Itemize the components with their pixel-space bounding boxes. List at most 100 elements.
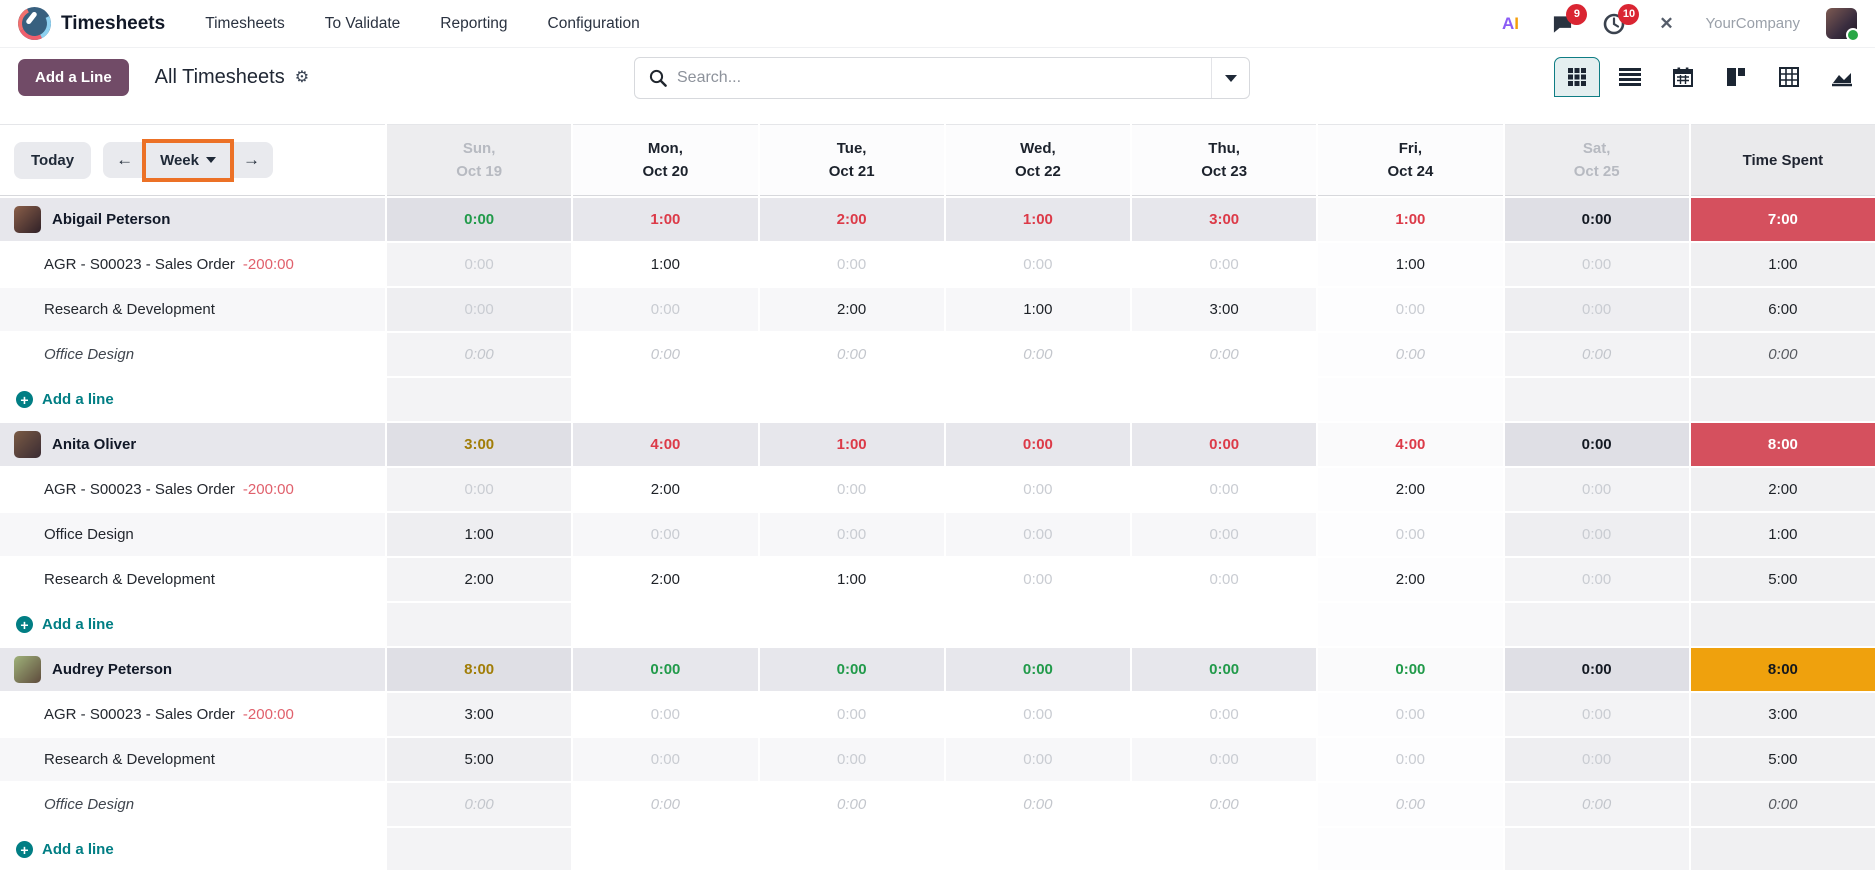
timesheet-cell[interactable]: 0:00: [1132, 738, 1317, 781]
view-pivot-button[interactable]: [1766, 57, 1812, 97]
timesheet-cell[interactable]: 0:00: [573, 288, 758, 331]
timesheet-cell[interactable]: 0:00: [1209, 256, 1239, 273]
view-graph-button[interactable]: [1819, 57, 1865, 97]
menu-timesheets[interactable]: Timesheets: [205, 14, 285, 32]
timesheet-cell[interactable]: 0:00: [1318, 783, 1503, 826]
timesheet-cell[interactable]: 0:00: [1209, 571, 1239, 588]
user-avatar[interactable]: [1826, 8, 1860, 42]
search-input[interactable]: [677, 69, 1211, 87]
column-day-label: Sat,: [1582, 140, 1611, 157]
timesheet-cell[interactable]: 0:00: [573, 738, 758, 781]
timesheet-cell[interactable]: 1:00: [387, 513, 572, 556]
timesheet-cell[interactable]: 0:00: [387, 288, 572, 331]
x-icon[interactable]: ✕: [1659, 13, 1674, 33]
timesheet-cell[interactable]: 0:00: [945, 513, 1130, 556]
timesheet-cell[interactable]: 0:00: [945, 738, 1130, 781]
empty-cell: [1318, 603, 1503, 646]
search-icon: [649, 69, 667, 87]
timesheet-cell[interactable]: 1:00: [1318, 243, 1503, 286]
timesheet-cell[interactable]: 0:00: [650, 796, 680, 813]
menu-to-validate[interactable]: To Validate: [324, 14, 401, 32]
timesheet-cell[interactable]: 1:00: [945, 288, 1130, 331]
add-a-line-button[interactable]: Add a Line: [18, 58, 129, 96]
view-list-button[interactable]: [1607, 57, 1653, 97]
timesheet-cell[interactable]: 0:00: [837, 706, 867, 723]
app-brand[interactable]: Timesheets: [18, 7, 165, 40]
timesheet-cell[interactable]: 0:00: [1504, 783, 1689, 826]
timesheet-cell[interactable]: 0:00: [837, 481, 867, 498]
view-grid-button[interactable]: [1554, 57, 1600, 97]
timesheet-cell[interactable]: 2:00: [1318, 468, 1503, 511]
timesheet-cell[interactable]: 0:00: [759, 738, 944, 781]
timesheet-cell[interactable]: 0:00: [1023, 796, 1053, 813]
gear-icon[interactable]: ⚙: [294, 69, 310, 86]
employee-name: Anita Oliver: [52, 436, 137, 453]
timesheet-cell[interactable]: 2:00: [1318, 558, 1503, 601]
timesheet-cell[interactable]: 0:00: [1023, 571, 1053, 588]
timesheet-cell[interactable]: 5:00: [387, 738, 572, 781]
search-dropdown-toggle[interactable]: [1211, 58, 1249, 98]
timesheet-cell[interactable]: 3:00: [387, 693, 572, 736]
timesheet-cell[interactable]: 0:00: [1504, 693, 1689, 736]
timesheet-cell[interactable]: 2:00: [387, 558, 572, 601]
timesheet-cell[interactable]: 0:00: [1504, 333, 1689, 376]
timesheet-cell[interactable]: 3:00: [1132, 288, 1317, 331]
timesheet-cell[interactable]: 0:00: [1023, 481, 1053, 498]
project-week-total-cell: 5:00: [1690, 738, 1875, 781]
today-button[interactable]: Today: [14, 141, 92, 179]
timesheet-cell[interactable]: 0:00: [1023, 346, 1053, 363]
view-kanban-button[interactable]: [1713, 57, 1759, 97]
view-calendar-button[interactable]: [1660, 57, 1706, 97]
timesheet-cell[interactable]: 0:00: [1209, 796, 1239, 813]
menu-reporting[interactable]: Reporting: [440, 14, 508, 32]
timesheet-cell[interactable]: 0:00: [1504, 558, 1689, 601]
timesheet-cell[interactable]: 0:00: [837, 256, 867, 273]
previous-week-button[interactable]: ←: [103, 142, 146, 178]
timesheet-cell[interactable]: 0:00: [650, 706, 680, 723]
timesheet-cell[interactable]: 0:00: [1318, 738, 1503, 781]
timesheet-cell[interactable]: 0:00: [1504, 243, 1689, 286]
timesheet-cell[interactable]: 1:00: [650, 256, 680, 273]
timesheet-cell[interactable]: 0:00: [1504, 468, 1689, 511]
timesheet-cell[interactable]: 0:00: [1504, 288, 1689, 331]
timesheet-cell[interactable]: 0:00: [1209, 346, 1239, 363]
timesheet-cell[interactable]: 0:00: [1318, 693, 1503, 736]
messages-icon[interactable]: 9: [1549, 3, 1588, 37]
timesheet-cell[interactable]: 0:00: [1318, 513, 1503, 556]
timesheet-cell[interactable]: 0:00: [837, 796, 867, 813]
timesheet-cell[interactable]: 0:00: [650, 346, 680, 363]
project-name: Office Design: [44, 796, 135, 813]
menu-configuration[interactable]: Configuration: [547, 14, 640, 32]
timesheet-cell[interactable]: 0:00: [1504, 738, 1689, 781]
timesheet-cell[interactable]: 0:00: [1132, 513, 1317, 556]
timesheet-cell[interactable]: 0:00: [1023, 256, 1053, 273]
timesheet-cell[interactable]: 2:00: [650, 571, 680, 588]
timesheet-cell[interactable]: 0:00: [1209, 706, 1239, 723]
add-a-line-link[interactable]: + Add a line: [0, 828, 385, 870]
timesheet-cell[interactable]: 0:00: [759, 513, 944, 556]
activities-icon[interactable]: 10: [1601, 3, 1640, 37]
company-name[interactable]: YourCompany: [1705, 15, 1800, 32]
timesheet-cell[interactable]: 0:00: [1023, 706, 1053, 723]
timesheet-cell[interactable]: 0:00: [573, 513, 758, 556]
timesheet-cell[interactable]: 0:00: [387, 468, 572, 511]
timesheet-cell[interactable]: 0:00: [837, 346, 867, 363]
project-week-total-cell: 5:00: [1690, 558, 1875, 601]
timesheet-cell[interactable]: 0:00: [1318, 288, 1503, 331]
timesheet-cell[interactable]: 1:00: [837, 571, 867, 588]
timesheet-cell[interactable]: 0:00: [1504, 513, 1689, 556]
timesheet-cell[interactable]: 2:00: [759, 288, 944, 331]
timesheet-cell[interactable]: 0:00: [1318, 333, 1503, 376]
column-day-label: Sun,: [462, 140, 496, 157]
add-a-line-link[interactable]: + Add a line: [0, 603, 385, 646]
timesheet-cell[interactable]: 0:00: [387, 783, 572, 826]
timesheet-cell[interactable]: 0:00: [387, 243, 572, 286]
timesheet-cell[interactable]: 0:00: [1209, 481, 1239, 498]
add-a-line-link[interactable]: + Add a line: [0, 378, 385, 421]
employee-row-label: Abigail Peterson: [0, 198, 385, 241]
timesheet-cell[interactable]: 0:00: [387, 333, 572, 376]
next-week-button[interactable]: →: [230, 142, 273, 178]
timesheet-cell[interactable]: 2:00: [650, 481, 680, 498]
range-week-dropdown[interactable]: Week: [146, 144, 230, 177]
